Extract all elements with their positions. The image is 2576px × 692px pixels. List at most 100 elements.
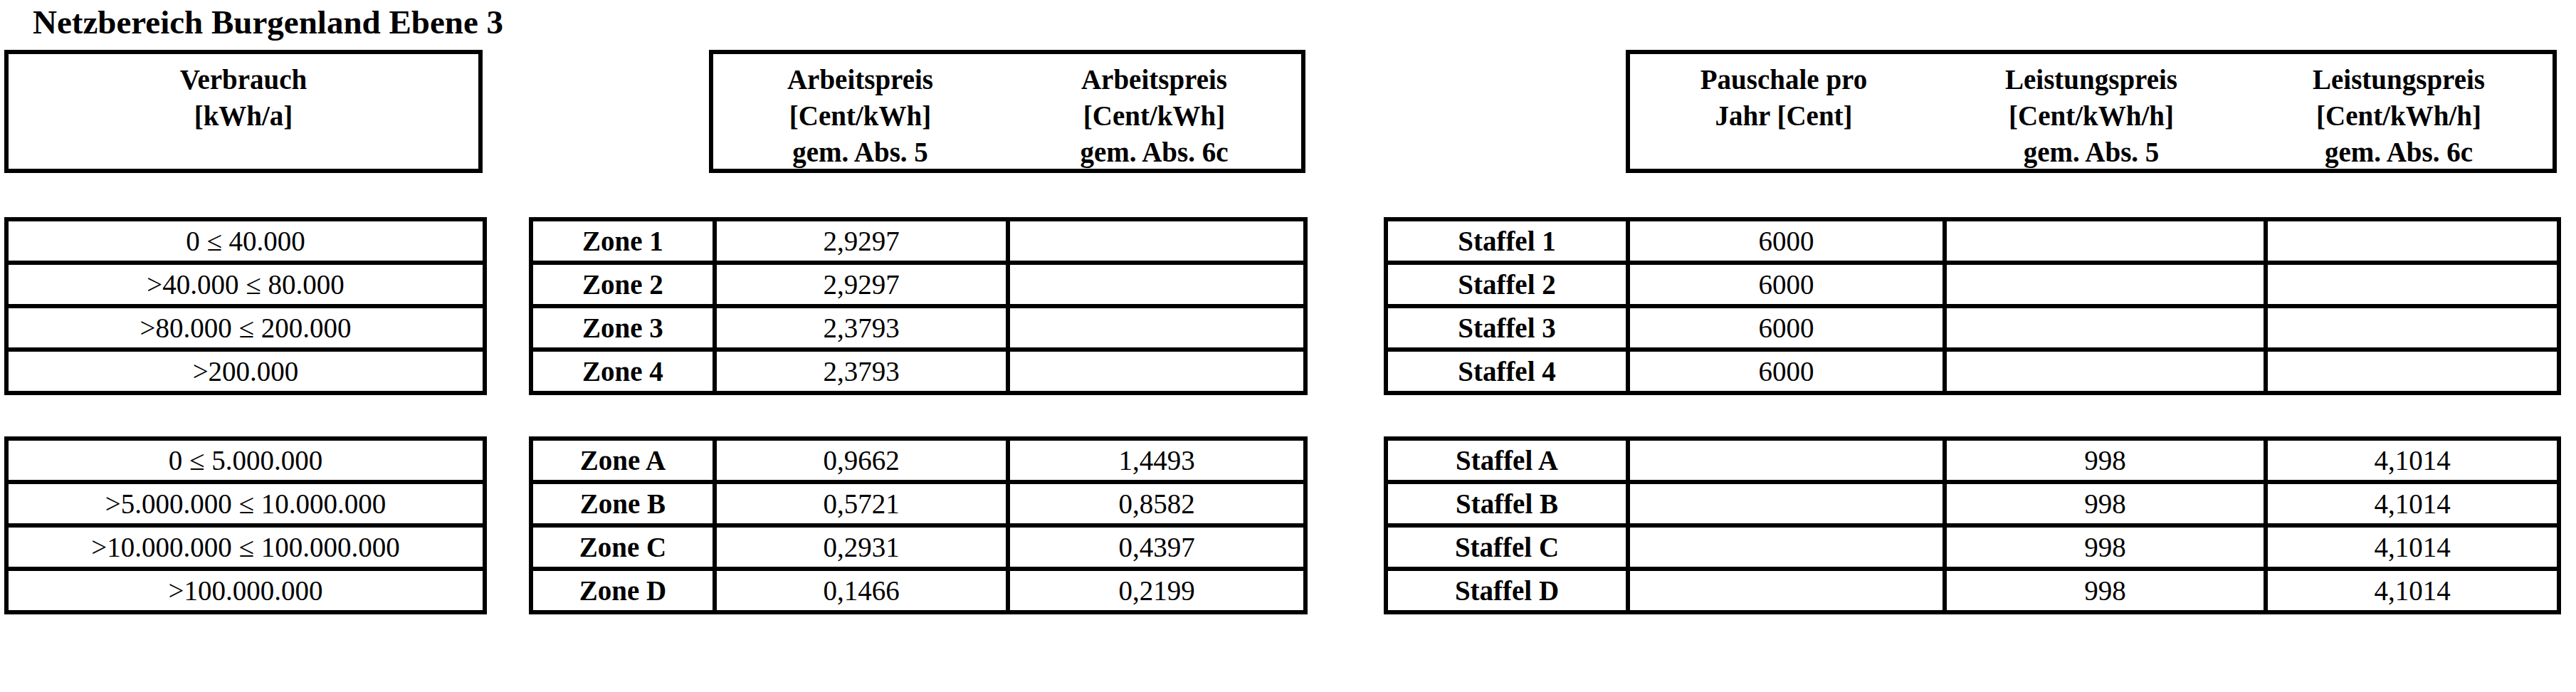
staffel-label-cell: Staffel 4 xyxy=(1386,350,1628,393)
zone-label-cell: Zone D xyxy=(531,569,715,612)
leistungspreis-abs5-cell: 998 xyxy=(1945,482,2266,525)
zone-label-cell: Zone A xyxy=(531,439,715,482)
table-row: Zone 1 2,9297 xyxy=(531,219,1305,263)
arbeitspreis-abs5-cell: 2,3793 xyxy=(715,306,1008,350)
pauschale-empty-cell xyxy=(1628,439,1945,482)
table-row: Staffel 2 6000 xyxy=(1386,263,2559,306)
pauschale-cell: 6000 xyxy=(1628,350,1945,393)
leistungspreis-header-box: Pauschale pro Jahr [Cent] Leistungspreis… xyxy=(1626,50,2557,173)
table-row: Staffel D 998 4,1014 xyxy=(1386,569,2559,612)
leistungspreis-abs6c-header-line3: gem. Abs. 6c xyxy=(2245,134,2553,170)
table-row: >40.000 ≤ 80.000 xyxy=(6,263,485,306)
leistungspreis-abs6c-empty-cell xyxy=(2266,350,2559,393)
pauschale-empty-cell xyxy=(1628,525,1945,569)
verbrauch-header-line1: Verbrauch xyxy=(9,61,478,98)
verbrauch-range-cell: >100.000.000 xyxy=(6,569,485,612)
arbeitspreis-abs6c-header-line2: [Cent/kWh] xyxy=(1007,98,1301,134)
table-row: >80.000 ≤ 200.000 xyxy=(6,306,485,350)
arbeitspreis-abs6c-empty-cell xyxy=(1008,219,1305,263)
pauschale-cell: 6000 xyxy=(1628,263,1945,306)
leistungspreis-abs5-empty-cell xyxy=(1945,263,2266,306)
leistungspreis-abs5-header-line2: [Cent/kWh/h] xyxy=(1938,98,2245,134)
arbeitspreis-abs5-cell: 0,9662 xyxy=(715,439,1008,482)
arbeitspreis-abs5-header-line2: [Cent/kWh] xyxy=(713,98,1007,134)
leistungspreis-abs6c-cell: 4,1014 xyxy=(2266,525,2559,569)
table-row: Zone 4 2,3793 xyxy=(531,350,1305,393)
table-row: Zone 2 2,9297 xyxy=(531,263,1305,306)
table-row: Staffel B 998 4,1014 xyxy=(1386,482,2559,525)
leistungspreis-abs5-empty-cell xyxy=(1945,219,2266,263)
pauschale-header-column: Pauschale pro Jahr [Cent] xyxy=(1630,54,1938,169)
verbrauch-table-block1: 0 ≤ 40.000 >40.000 ≤ 80.000 >80.000 ≤ 20… xyxy=(4,217,487,395)
verbrauch-header-line2: [kWh/a] xyxy=(9,98,478,134)
leistungspreis-abs6c-cell: 4,1014 xyxy=(2266,482,2559,525)
leistungspreis-abs5-cell: 998 xyxy=(1945,569,2266,612)
arbeitspreis-abs6c-empty-cell xyxy=(1008,263,1305,306)
arbeitspreis-abs6c-empty-cell xyxy=(1008,350,1305,393)
pauschale-header-line2: Jahr [Cent] xyxy=(1630,98,1938,134)
pauschale-empty-cell xyxy=(1628,482,1945,525)
arbeitspreis-abs5-header-line3: gem. Abs. 5 xyxy=(713,134,1007,170)
arbeitspreis-abs5-cell: 2,3793 xyxy=(715,350,1008,393)
leistungspreis-abs6c-header-line2: [Cent/kWh/h] xyxy=(2245,98,2553,134)
verbrauch-range-cell: >40.000 ≤ 80.000 xyxy=(6,263,485,306)
arbeitspreis-abs6c-header-line1: Arbeitspreis xyxy=(1007,61,1301,98)
zone-label-cell: Zone 3 xyxy=(531,306,715,350)
table-row: Staffel 1 6000 xyxy=(1386,219,2559,263)
pauschale-empty-cell xyxy=(1628,569,1945,612)
staffel-label-cell: Staffel A xyxy=(1386,439,1628,482)
table-row: >5.000.000 ≤ 10.000.000 xyxy=(6,482,485,525)
leistungspreis-abs5-cell: 998 xyxy=(1945,439,2266,482)
arbeitspreis-abs6c-header-column: Arbeitspreis [Cent/kWh] gem. Abs. 6c xyxy=(1007,54,1301,169)
verbrauch-range-cell: >5.000.000 ≤ 10.000.000 xyxy=(6,482,485,525)
leistungspreis-abs5-header-column: Leistungspreis [Cent/kWh/h] gem. Abs. 5 xyxy=(1938,54,2245,169)
verbrauch-range-cell: >200.000 xyxy=(6,350,485,393)
verbrauch-table-block2: 0 ≤ 5.000.000 >5.000.000 ≤ 10.000.000 >1… xyxy=(4,436,487,614)
arbeitspreis-abs5-cell: 0,1466 xyxy=(715,569,1008,612)
arbeitspreis-abs5-cell: 2,9297 xyxy=(715,263,1008,306)
leistungspreis-abs6c-empty-cell xyxy=(2266,219,2559,263)
table-row: Zone D 0,1466 0,2199 xyxy=(531,569,1305,612)
leistungspreis-abs6c-cell: 4,1014 xyxy=(2266,569,2559,612)
table-row: 0 ≤ 40.000 xyxy=(6,219,485,263)
arbeitspreis-abs6c-cell: 0,8582 xyxy=(1008,482,1305,525)
verbrauch-range-cell: >80.000 ≤ 200.000 xyxy=(6,306,485,350)
pauschale-cell: 6000 xyxy=(1628,219,1945,263)
table-row: Zone C 0,2931 0,4397 xyxy=(531,525,1305,569)
staffel-label-cell: Staffel D xyxy=(1386,569,1628,612)
staffel-label-cell: Staffel B xyxy=(1386,482,1628,525)
pauschale-header-line1: Pauschale pro xyxy=(1630,61,1938,98)
leistungspreis-abs6c-header-line1: Leistungspreis xyxy=(2245,61,2553,98)
leistungspreis-abs6c-cell: 4,1014 xyxy=(2266,439,2559,482)
staffel-label-cell: Staffel 3 xyxy=(1386,306,1628,350)
page-title: Netzbereich Burgenland Ebene 3 xyxy=(33,3,503,41)
leistungspreis-abs5-empty-cell xyxy=(1945,350,2266,393)
arbeitspreis-abs6c-cell: 1,4493 xyxy=(1008,439,1305,482)
zone-label-cell: Zone 1 xyxy=(531,219,715,263)
arbeitspreis-abs6c-empty-cell xyxy=(1008,306,1305,350)
pauschale-cell: 6000 xyxy=(1628,306,1945,350)
staffel-table-block2: Staffel A 998 4,1014 Staffel B 998 4,101… xyxy=(1384,436,2561,614)
arbeitspreis-header-box: Arbeitspreis [Cent/kWh] gem. Abs. 5 Arbe… xyxy=(709,50,1305,173)
verbrauch-range-cell: 0 ≤ 40.000 xyxy=(6,219,485,263)
staffel-label-cell: Staffel 1 xyxy=(1386,219,1628,263)
document-page: Netzbereich Burgenland Ebene 3 Verbrauch… xyxy=(0,0,2576,692)
leistungspreis-abs5-header-line3: gem. Abs. 5 xyxy=(1938,134,2245,170)
arbeitspreis-abs6c-header-line3: gem. Abs. 6c xyxy=(1007,134,1301,170)
leistungspreis-abs5-cell: 998 xyxy=(1945,525,2266,569)
leistungspreis-abs5-header-line1: Leistungspreis xyxy=(1938,61,2245,98)
verbrauch-header-box: Verbrauch [kWh/a] xyxy=(4,50,483,173)
leistungspreis-abs6c-empty-cell xyxy=(2266,263,2559,306)
zone-label-cell: Zone C xyxy=(531,525,715,569)
leistungspreis-abs5-empty-cell xyxy=(1945,306,2266,350)
arbeitspreis-abs5-header-line1: Arbeitspreis xyxy=(713,61,1007,98)
arbeitspreis-abs5-header-column: Arbeitspreis [Cent/kWh] gem. Abs. 5 xyxy=(713,54,1007,169)
table-row: 0 ≤ 5.000.000 xyxy=(6,439,485,482)
zone-table-block1: Zone 1 2,9297 Zone 2 2,9297 Zone 3 2,379… xyxy=(529,217,1308,395)
table-row: Zone B 0,5721 0,8582 xyxy=(531,482,1305,525)
verbrauch-range-cell: >10.000.000 ≤ 100.000.000 xyxy=(6,525,485,569)
table-row: Staffel 4 6000 xyxy=(1386,350,2559,393)
table-row: >10.000.000 ≤ 100.000.000 xyxy=(6,525,485,569)
staffel-table-block1: Staffel 1 6000 Staffel 2 6000 Staffel 3 … xyxy=(1384,217,2561,395)
verbrauch-range-cell: 0 ≤ 5.000.000 xyxy=(6,439,485,482)
